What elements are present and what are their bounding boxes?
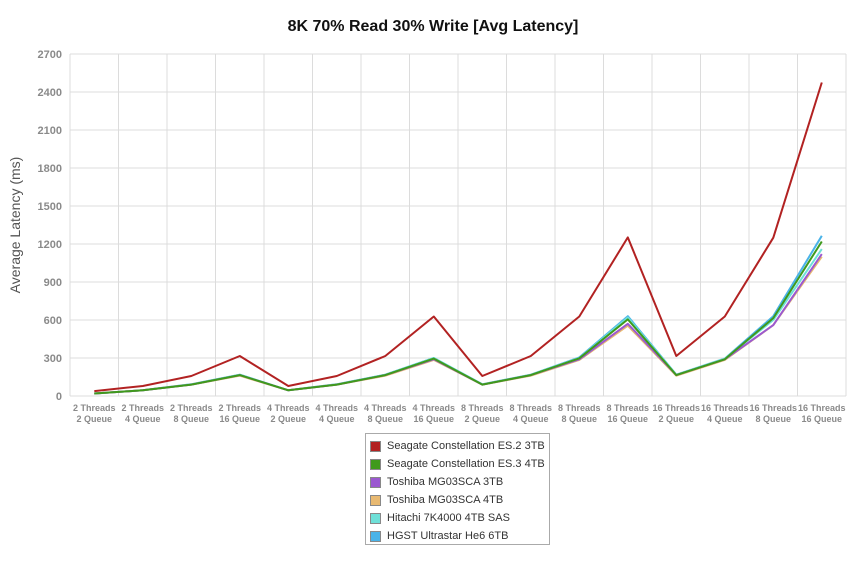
legend-swatch bbox=[370, 530, 381, 542]
y-axis-label: Average Latency (ms) bbox=[7, 157, 23, 294]
chart-title: 8K 70% Read 30% Write [Avg Latency] bbox=[287, 18, 579, 35]
y-tick-label: 2700 bbox=[38, 49, 62, 61]
y-axis-ticks: 0 300 600 900 1200 1500 1800 2100 2400 2700 bbox=[38, 49, 62, 403]
x-tick-label: 16 Threads 2 Queue bbox=[652, 403, 700, 424]
x-tick-label: 8 Threads 2 Queue bbox=[461, 403, 504, 424]
legend-swatch bbox=[370, 476, 381, 488]
legend-swatch bbox=[370, 440, 381, 452]
y-tick-label: 2100 bbox=[38, 125, 62, 137]
legend-label: Hitachi 7K4000 4TB SAS bbox=[387, 512, 510, 524]
legend-label: Seagate Constellation ES.3 4TB bbox=[387, 458, 545, 470]
x-tick-label: 16 Threads 4 Queue bbox=[701, 403, 749, 424]
x-tick-label: 2 Threads 4 Queue bbox=[121, 403, 164, 424]
y-tick-label: 1200 bbox=[38, 239, 62, 251]
legend-label: Toshiba MG03SCA 4TB bbox=[387, 494, 504, 506]
series-line-2 bbox=[94, 240, 823, 395]
legend-label: Seagate Constellation ES.2 3TB bbox=[387, 440, 545, 452]
x-tick-label: 4 Threads 8 Queue bbox=[364, 403, 407, 424]
y-tick-label: 2400 bbox=[38, 87, 62, 99]
legend-item[interactable]: Seagate Constellation ES.3 4TB bbox=[370, 455, 549, 473]
series-line-1 bbox=[94, 82, 823, 393]
x-tick-label: 8 Threads 8 Queue bbox=[558, 403, 601, 424]
y-tick-label: 900 bbox=[44, 277, 62, 289]
x-tick-label: 16 Threads 16 Queue bbox=[798, 403, 846, 424]
legend: Seagate Constellation ES.2 3TB Seagate Co… bbox=[365, 433, 550, 545]
x-tick-label: 2 Threads 8 Queue bbox=[170, 403, 213, 424]
legend-item[interactable]: Toshiba MG03SCA 4TB bbox=[370, 491, 549, 509]
legend-label: HGST Ultrastar He6 6TB bbox=[387, 530, 509, 542]
x-tick-label: 4 Threads 2 Queue bbox=[267, 403, 310, 424]
legend-label: Toshiba MG03SCA 3TB bbox=[387, 476, 504, 488]
x-tick-label: 4 Threads 4 Queue bbox=[315, 403, 358, 424]
legend-swatch bbox=[370, 512, 381, 524]
x-tick-label: 2 Threads 2 Queue bbox=[73, 403, 116, 424]
legend-item[interactable]: Hitachi 7K4000 4TB SAS bbox=[370, 509, 549, 527]
grid bbox=[69, 53, 847, 397]
y-tick-label: 0 bbox=[56, 391, 62, 403]
legend-item[interactable]: HGST Ultrastar He6 6TB bbox=[370, 527, 549, 545]
y-tick-label: 600 bbox=[44, 315, 62, 327]
y-tick-label: 1800 bbox=[38, 163, 62, 175]
x-tick-label: 8 Threads 16 Queue bbox=[606, 403, 649, 424]
legend-item[interactable]: Toshiba MG03SCA 3TB bbox=[370, 473, 549, 491]
legend-swatch bbox=[370, 494, 381, 506]
x-tick-label: 2 Threads 16 Queue bbox=[218, 403, 261, 424]
series-lines bbox=[94, 82, 823, 395]
y-tick-label: 1500 bbox=[38, 201, 62, 213]
x-tick-label: 4 Threads 16 Queue bbox=[412, 403, 455, 424]
x-tick-label: 16 Threads 8 Queue bbox=[749, 403, 797, 424]
legend-swatch bbox=[370, 458, 381, 470]
x-tick-label: 8 Threads 4 Queue bbox=[509, 403, 552, 424]
y-tick-label: 300 bbox=[44, 353, 62, 365]
legend-item[interactable]: Seagate Constellation ES.2 3TB bbox=[370, 437, 549, 455]
